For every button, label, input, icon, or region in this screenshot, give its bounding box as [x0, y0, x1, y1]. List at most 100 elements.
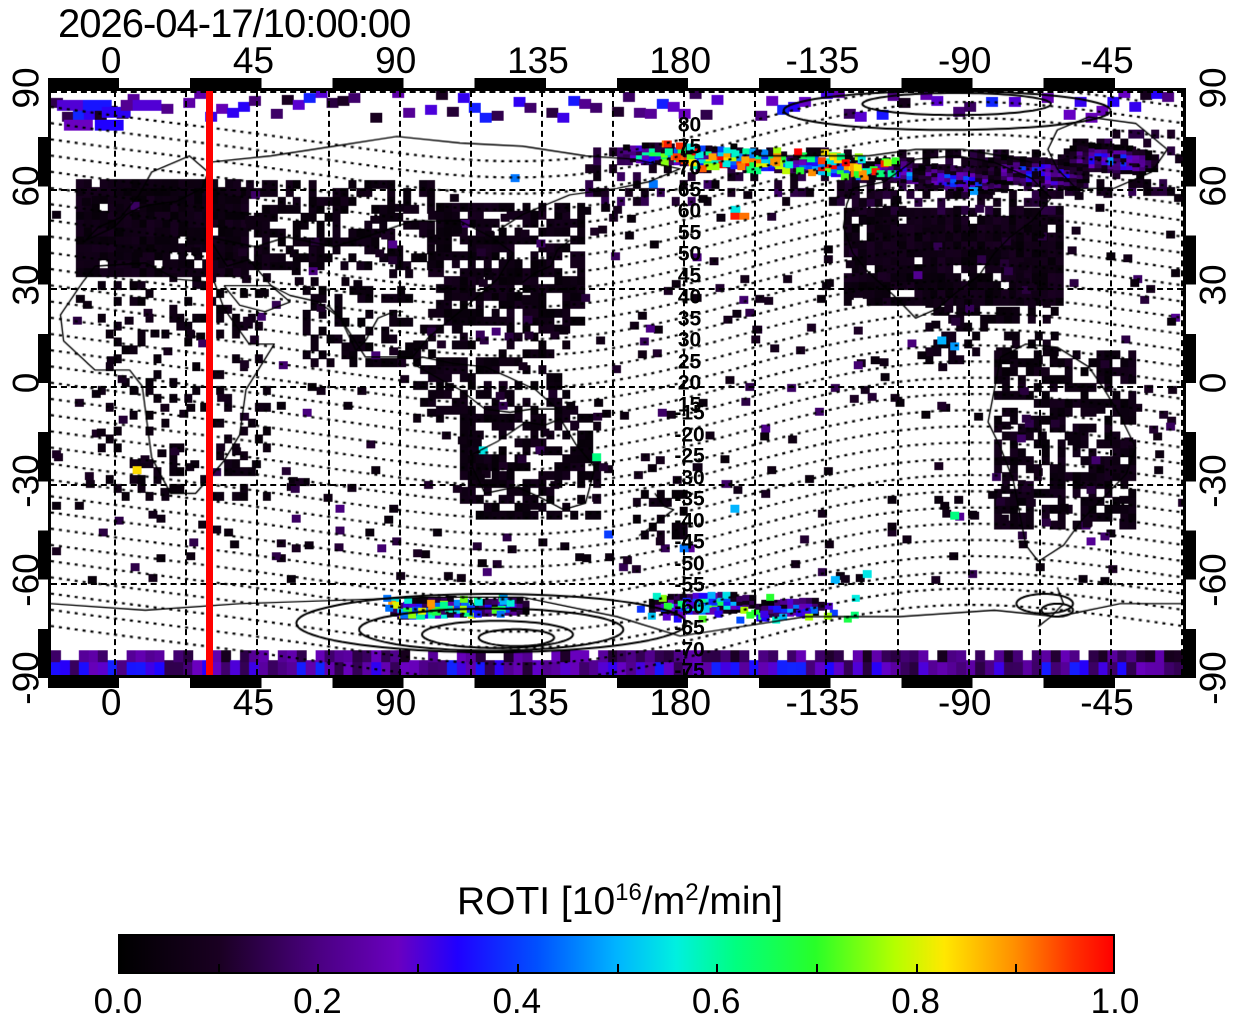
grid-meridian: [1181, 91, 1183, 675]
maglat-label: 45: [677, 264, 702, 287]
page-title: 2026-04-17/10:00:00: [58, 2, 411, 46]
y-tick-label: -60: [5, 552, 47, 607]
x-tick-label: 45: [232, 40, 275, 81]
colorbar-tick: [815, 964, 818, 974]
maglat-label: 40: [677, 285, 702, 309]
maglat-label: 75: [677, 135, 702, 158]
grid-parallel: [51, 287, 1183, 290]
x-tick-label: -45: [1080, 40, 1134, 81]
grid-meridian: [967, 91, 970, 675]
maglat-label: -30: [674, 466, 705, 489]
y-tick-label: -90: [1192, 651, 1234, 705]
grid-meridian: [398, 91, 401, 675]
y-tick-label: -60: [1192, 552, 1234, 607]
colorbar-title-end: /min]: [698, 880, 784, 923]
grid-parallel: [51, 91, 1183, 93]
grid-meridian: [256, 91, 259, 675]
x-tick-label: -90: [937, 40, 992, 81]
grid-parallel: [51, 189, 1183, 192]
colorbar-tick-label: 1.0: [1090, 982, 1140, 1021]
maglat-label: 20: [677, 371, 702, 395]
x-tick-label: 135: [507, 682, 569, 723]
colorbar-tick: [417, 964, 420, 974]
colorbar-title-rest: /m: [641, 880, 686, 923]
colorbar-tick: [516, 964, 519, 974]
grid-meridian: [1038, 91, 1041, 675]
maglat-label: -40: [674, 509, 705, 532]
grid-parallel: [51, 582, 1183, 585]
y-tick-label: 90: [1192, 67, 1234, 109]
grid-parallel: [51, 386, 1183, 388]
colorbar-title: ROTI [1016/m2/min]: [457, 872, 783, 923]
maglat-label: -20: [674, 423, 705, 446]
plot-inner: 80 75 70 65 60 55 50 45 40 35 30 25 20 15 -15 -20 -25 -30…: [51, 91, 1183, 675]
axis-tickband-right: [1186, 88, 1196, 678]
x-tick-label: 90: [375, 40, 417, 81]
grid-meridian: [327, 91, 330, 675]
colorbar-title-exponent2: 2: [685, 879, 699, 906]
y-tick-label: 60: [1192, 165, 1234, 207]
x-tick-label: -135: [785, 682, 860, 723]
x-tick-label: 90: [375, 682, 417, 723]
plot-frame: 80 75 70 65 60 55 50 45 40 35 30 25 20 15 -15 -20 -25 -30…: [48, 88, 1186, 678]
maglat-label: -55: [674, 573, 705, 597]
maglat-label: 15: [677, 393, 702, 416]
grid-meridian: [683, 91, 686, 675]
y-tick-label: -30: [5, 454, 47, 509]
x-tick-label: 45: [232, 682, 275, 723]
grid-meridian: [896, 91, 899, 675]
x-tick-label: -45: [1080, 682, 1134, 723]
y-tick-label: 30: [1192, 264, 1234, 306]
colorbar-tick: [616, 964, 619, 974]
maglat-label: 70: [677, 156, 702, 180]
colorbar-tick-label: 0.0: [93, 982, 143, 1021]
maglat-label: -65: [674, 616, 705, 640]
y-tick-label: 0: [5, 372, 47, 394]
grid-meridian: [754, 91, 757, 675]
maglat-label: 50: [677, 242, 702, 266]
maglat-label: -70: [674, 638, 705, 661]
maglat-label: 30: [677, 328, 702, 352]
y-tick-label: 0: [1192, 372, 1234, 394]
colorbar-tick: [716, 964, 719, 974]
colorbar-tick: [1015, 964, 1018, 974]
x-tick-label: 0: [100, 682, 122, 723]
colorbar-tick: [915, 964, 918, 974]
x-tick-label: -90: [937, 682, 992, 723]
y-tick-label: 30: [5, 264, 47, 306]
colorbar-title-exponent: 16: [615, 879, 642, 906]
maglat-label: -15: [674, 401, 705, 425]
colorbar-tick: [217, 964, 220, 974]
x-tick-label: 135: [507, 40, 569, 81]
maglat-label: -50: [674, 552, 705, 575]
x-tick-label: 180: [649, 682, 712, 723]
colorbar-tick-label: 0.8: [891, 982, 940, 1021]
maglat-label: -60: [674, 595, 705, 618]
colorbar-tick: [317, 964, 320, 974]
maglat-label: 60: [677, 199, 702, 223]
grid-meridian: [185, 91, 188, 675]
grid-parallel: [51, 484, 1183, 487]
y-tick-label: -30: [1192, 454, 1234, 509]
maglat-label: -25: [674, 444, 705, 468]
maglat-label: 65: [677, 178, 702, 201]
map-plot-area[interactable]: 80 75 70 65 60 55 50 45 40 35 30 25 20 15 -15 -20 -25 -30…: [48, 88, 1186, 678]
maglat-label: -35: [674, 487, 705, 511]
colorbar-tick-label: 0.2: [293, 982, 342, 1021]
grid-meridian: [612, 91, 615, 675]
grid-meridian: [540, 91, 543, 675]
y-tick-label: 90: [5, 67, 47, 109]
y-tick-label: -90: [5, 651, 47, 705]
maglat-label: 25: [677, 350, 702, 373]
maglat-label: 35: [677, 307, 702, 330]
axis-tickband-bottom: [48, 678, 1186, 688]
grid-meridian: [469, 91, 472, 675]
maglat-label: 80: [677, 113, 702, 137]
grid-meridian: [114, 91, 117, 675]
grid-meridian: [1109, 91, 1112, 675]
y-tick-label: 60: [5, 165, 47, 207]
colorbar-title-main: ROTI [10: [456, 880, 616, 923]
colorbar-tick-label: 0.4: [492, 982, 542, 1021]
grid-meridian: [825, 91, 828, 675]
axis-tickband-top: [48, 78, 1186, 88]
